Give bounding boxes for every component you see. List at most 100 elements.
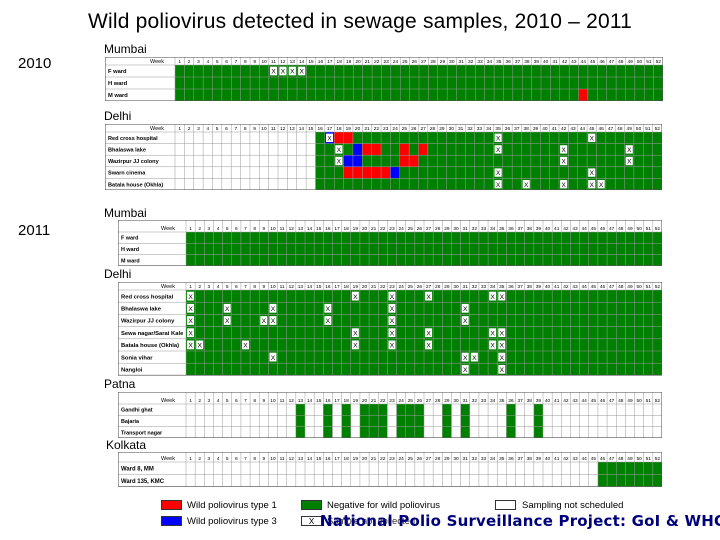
cell-negative [478, 290, 489, 303]
cell-negative [524, 290, 534, 303]
cell-negative [588, 351, 598, 364]
cell-negative [315, 178, 325, 190]
cell-negative [577, 166, 588, 179]
cell-negative [359, 243, 370, 255]
week-number-25: 25 [408, 456, 414, 462]
cell-negative [334, 178, 344, 190]
site-label: Transport nagar [121, 430, 163, 436]
cell-negative [543, 314, 553, 327]
cell-x-mark: X [426, 343, 431, 350]
cell-negative [607, 302, 617, 315]
cell-negative [652, 474, 662, 487]
cell-negative [396, 232, 406, 244]
week-number-11: 11 [280, 284, 285, 290]
cell-negative [624, 178, 634, 190]
cell-type1 [362, 166, 372, 179]
cell-negative [203, 89, 213, 101]
cell-negative [323, 232, 333, 244]
week-number-4: 4 [217, 284, 220, 290]
cell-negative [578, 77, 588, 89]
cell-negative [596, 143, 606, 156]
week-number-45: 45 [591, 456, 597, 462]
week-number-35: 35 [499, 226, 505, 232]
cell-negative [625, 65, 635, 77]
cell-negative [465, 65, 476, 77]
cell-negative [186, 363, 196, 376]
week-number-11: 11 [271, 126, 276, 132]
cell-negative [561, 338, 571, 351]
cell-negative [325, 77, 335, 89]
cell-negative [559, 65, 570, 77]
year-label-2010: 2010 [18, 55, 52, 72]
cell-x-mark-bg [461, 364, 469, 374]
cell-negative [652, 302, 662, 315]
cell-negative [465, 132, 475, 144]
week-number-32: 32 [467, 126, 473, 132]
cell-negative [381, 143, 391, 156]
cell-negative [240, 77, 251, 89]
cell-negative [597, 89, 607, 101]
week-number-16: 16 [325, 226, 331, 232]
cell-negative [597, 77, 607, 89]
cell-negative [250, 232, 260, 244]
cell-negative [396, 338, 406, 351]
cell-negative [250, 363, 260, 376]
cell-negative [323, 415, 333, 427]
cell-negative [213, 243, 223, 255]
cell-negative [325, 65, 335, 77]
week-number-40: 40 [545, 398, 551, 404]
cell-negative [616, 77, 626, 89]
grid-background [118, 452, 662, 487]
cell-negative [533, 338, 543, 351]
week-number-39: 39 [536, 226, 542, 232]
week-number-7: 7 [244, 284, 247, 290]
cell-negative [579, 290, 589, 303]
cell-x-mark: X [524, 182, 529, 189]
cell-negative [515, 254, 525, 266]
cell-negative [634, 254, 644, 266]
cell-negative [625, 232, 635, 244]
cell-negative [372, 89, 382, 101]
cell-x-mark: X [225, 318, 230, 325]
week-number-33: 33 [481, 284, 487, 290]
week-number-49: 49 [627, 398, 633, 404]
site-label: Red cross hospital [108, 136, 158, 142]
cell-negative [305, 243, 315, 255]
cell-negative [625, 338, 635, 351]
cell-negative [451, 314, 461, 327]
week-number-41: 41 [554, 226, 560, 232]
week-number-46: 46 [600, 398, 606, 404]
cell-negative [341, 254, 351, 266]
cell-negative [341, 363, 351, 376]
cell-x-mark-bg [223, 303, 231, 313]
cell-x-mark-bg [324, 316, 332, 325]
cell-negative [193, 65, 204, 77]
cell-negative [437, 89, 448, 101]
week-number-29: 29 [444, 456, 450, 462]
cell-x-mark-bg [351, 291, 359, 301]
cell-x-mark: X [337, 159, 342, 166]
cell-negative [561, 314, 571, 327]
week-number-21: 21 [371, 226, 377, 232]
week-number-19: 19 [353, 398, 359, 404]
cell-negative [484, 89, 495, 101]
cell-negative [359, 426, 370, 438]
cell-negative [369, 338, 379, 351]
week-number-28: 28 [435, 456, 441, 462]
cell-negative [607, 338, 617, 351]
cell-negative [488, 351, 498, 364]
week-number-30: 30 [453, 398, 459, 404]
week-number-11: 11 [280, 226, 285, 232]
cell-negative [524, 338, 534, 351]
week-number-32: 32 [468, 59, 474, 65]
cell-negative [643, 314, 653, 327]
cell-negative [643, 351, 653, 364]
week-number-36: 36 [508, 284, 514, 290]
week-number-7: 7 [244, 456, 247, 462]
cell-negative [341, 415, 351, 427]
cell-negative [390, 143, 400, 156]
cell-x-mark: X [243, 343, 248, 350]
week-number-33: 33 [481, 226, 487, 232]
legend-label-x-mark: Sample not collected [327, 516, 416, 527]
cell-negative [405, 363, 415, 376]
